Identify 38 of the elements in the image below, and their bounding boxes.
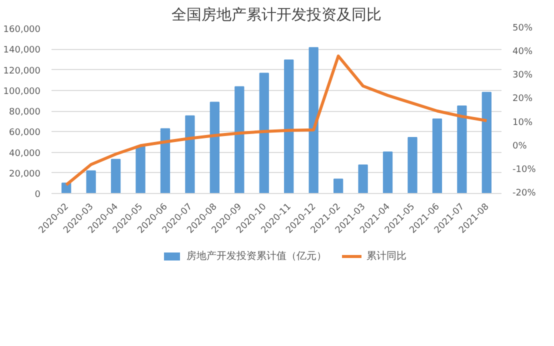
- y-tick-label: 100,000: [3, 86, 41, 97]
- bar: [234, 86, 244, 194]
- y-tick-label: 0: [34, 190, 41, 200]
- y-tick-label: 80,000: [9, 108, 41, 118]
- bar: [482, 92, 492, 194]
- y2-tick-label: 50%: [512, 24, 533, 34]
- bar: [160, 128, 170, 194]
- bar: [86, 170, 96, 194]
- y2-tick-label: 40%: [512, 47, 533, 58]
- chart-title: 全国房地产累计开发投资及同比: [172, 6, 382, 24]
- y-tick-label: 20,000: [9, 169, 41, 180]
- y2-tick-label: -10%: [512, 164, 536, 175]
- bar: [432, 118, 442, 194]
- bar: [333, 178, 344, 194]
- y-tick-label: 140,000: [3, 46, 41, 56]
- bar: [185, 115, 195, 194]
- bar: [457, 105, 467, 194]
- y-tick-label: 120,000: [3, 66, 41, 76]
- bar: [308, 47, 318, 194]
- y2-tick-label: 0%: [512, 141, 528, 152]
- bar: [284, 59, 294, 194]
- bar: [408, 137, 418, 194]
- y-tick-label: 160,000: [3, 25, 41, 35]
- line-series: [64, 54, 488, 186]
- bar: [210, 102, 220, 194]
- legend-label: 累计同比: [366, 250, 406, 263]
- y2-tick-label: 20%: [512, 94, 533, 104]
- bar: [358, 164, 368, 194]
- y2-tick-label: 30%: [512, 70, 533, 81]
- legend-label: 房地产开发投资累计值（亿元）: [186, 250, 326, 263]
- bar: [382, 152, 393, 194]
- y-tick-label: 60,000: [9, 128, 41, 138]
- y-tick-label: 40,000: [9, 148, 41, 159]
- bar: [136, 146, 146, 194]
- bar: [259, 72, 269, 194]
- bar: [110, 158, 121, 194]
- y2-tick-label: 10%: [512, 118, 533, 128]
- y2-tick-label: -20%: [512, 188, 536, 198]
